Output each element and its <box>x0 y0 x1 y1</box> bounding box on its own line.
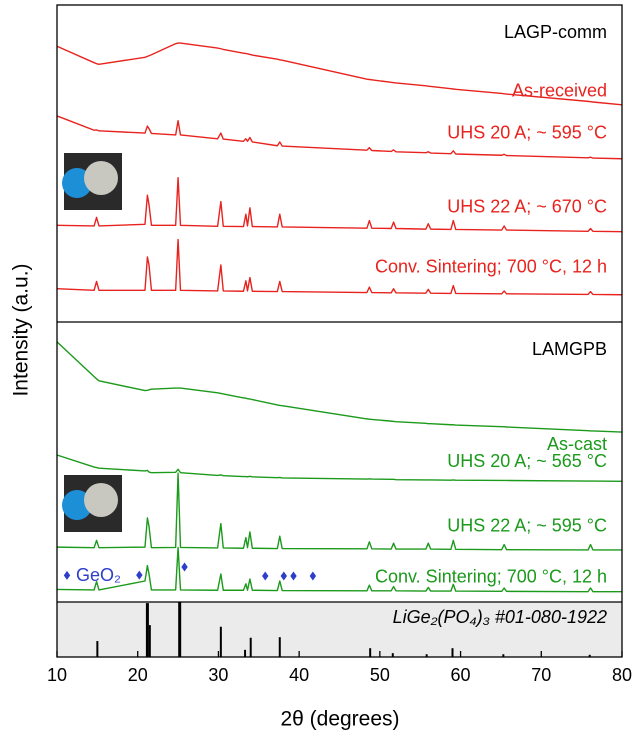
x-tick-label: 20 <box>128 665 148 685</box>
legend-marker <box>63 570 71 580</box>
pattern-line <box>56 454 623 483</box>
series-label: UHS 22 A; ~ 595 °C <box>447 516 607 536</box>
series-label: UHS 20 A; ~ 595 °C <box>447 122 607 142</box>
reference-background <box>57 602 622 657</box>
phase-marker <box>262 571 269 581</box>
sample-photo-pellet <box>84 161 118 195</box>
series-label: UHS 20 A; ~ 565 °C <box>447 451 607 471</box>
sample-photo-pellet <box>84 483 118 517</box>
pattern-line <box>56 341 623 433</box>
plot-frame <box>56 4 623 658</box>
pattern-line <box>56 42 623 106</box>
x-tick-label: 10 <box>47 665 67 685</box>
x-tick-label: 30 <box>208 665 228 685</box>
phase-marker <box>280 571 288 581</box>
pattern-line <box>56 472 622 551</box>
pattern-line <box>56 238 623 296</box>
phase-marker <box>309 571 317 581</box>
x-axis-label: 2θ (degrees) <box>280 708 399 731</box>
series-label: UHS 22 A; ~ 670 °C <box>447 196 607 216</box>
panel-title: LAMGPB <box>532 339 607 359</box>
series-label: As-received <box>512 81 607 101</box>
legend-label: GeO₂ <box>76 565 121 585</box>
phase-marker <box>290 571 297 581</box>
pattern-line <box>56 115 623 160</box>
panel-title: LAGP-comm <box>504 22 607 42</box>
series-label: Conv. Sintering; 700 °C, 12 h <box>375 256 607 276</box>
y-axis-label: Intensity (a.u.) <box>10 263 33 396</box>
series-label: As-cast <box>547 434 607 454</box>
x-tick-label: 80 <box>612 665 632 685</box>
x-tick-label: 60 <box>451 665 471 685</box>
series-label: Conv. Sintering; 700 °C, 12 h <box>375 566 607 586</box>
phase-marker <box>136 570 143 580</box>
phase-marker <box>181 562 188 572</box>
pattern-line <box>56 177 623 233</box>
pattern-line <box>56 546 622 593</box>
x-tick-label: 50 <box>370 665 390 685</box>
x-tick-label: 40 <box>289 665 309 685</box>
x-tick-label: 70 <box>531 665 551 685</box>
reference-label: LiGe₂(PO₄)₃ #01-080-1922 <box>393 607 607 627</box>
